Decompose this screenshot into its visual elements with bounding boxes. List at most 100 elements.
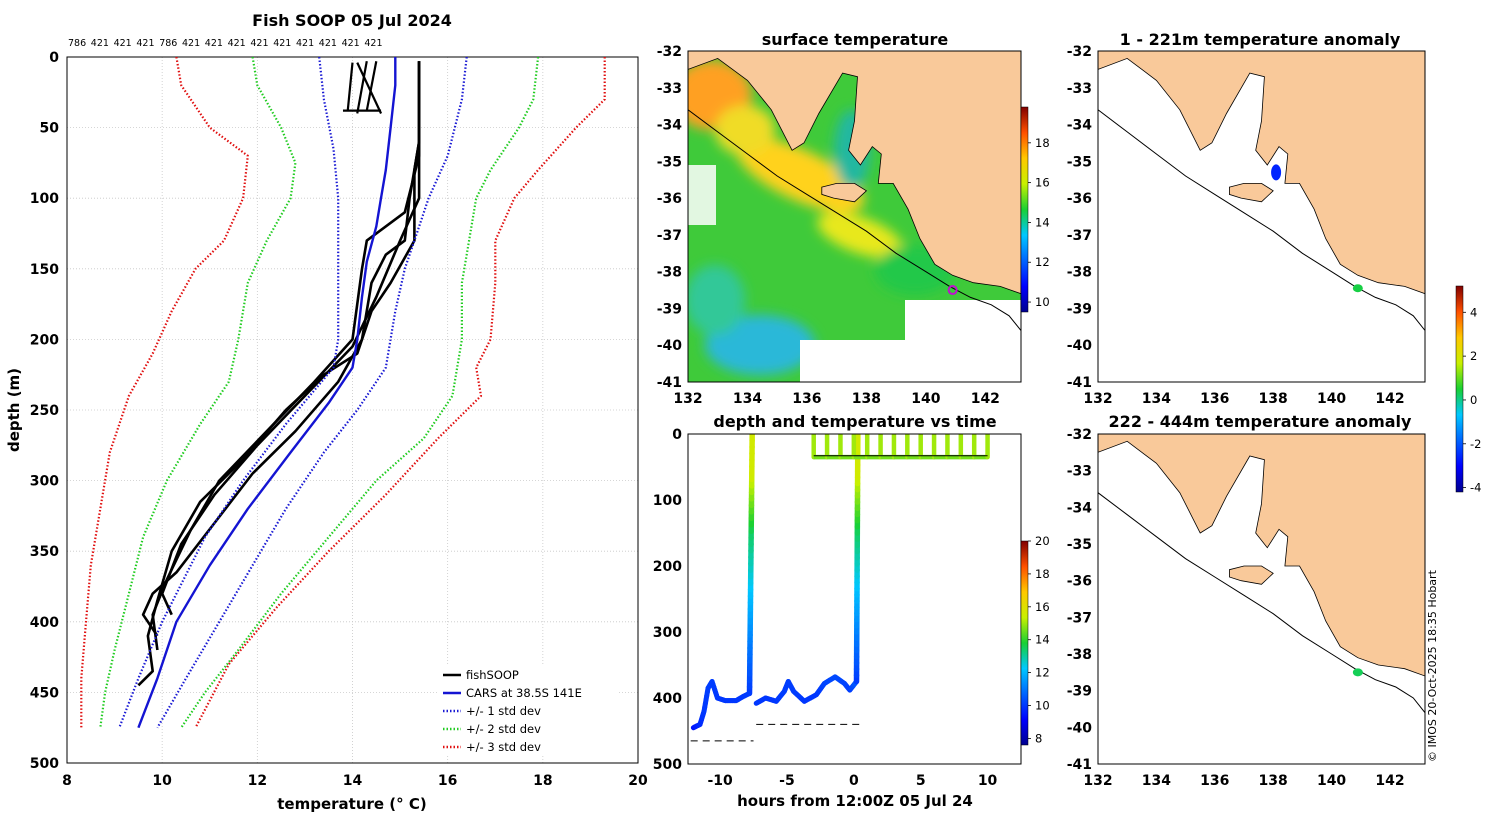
profile-count-labels: 786 421 421 421 786 421 421 421 421 421 421 421 421 4… (68, 38, 383, 49)
sst-map-content (688, 51, 1021, 382)
timeseries-xtick-label: 5 (916, 773, 926, 789)
legend-label-std1: +/- 1 std dev (466, 704, 541, 718)
legend-box (438, 664, 618, 756)
profile-xtick-label: 16 (438, 773, 457, 789)
a1-anomaly-point (1271, 164, 1282, 181)
sst-colorbar: 10 12 14 16 18 (1020, 106, 1050, 313)
watermark: © IMOS 20-Oct-2025 18:35 Hobart (1426, 569, 1439, 762)
sst-colorbar-tick-label: 12 (1035, 255, 1050, 269)
profile-series-std2 (99, 57, 297, 728)
sst-ytick-label: -36 (657, 191, 682, 207)
profile-ytick-label: 300 (30, 474, 59, 490)
sst-warm-patch-mid (817, 212, 903, 258)
anomaly1-points (1271, 164, 1363, 293)
profile-tick-labels: 8 10 12 14 16 18 20050100150200250300350400450… (30, 50, 648, 789)
timeseries-colorbar-tick-label: 8 (1035, 731, 1042, 745)
a2-ytick-label: -35 (1067, 537, 1092, 553)
profile-ytick-label: 100 (30, 191, 59, 207)
anomaly-colorbar-tick-label: 2 (1470, 349, 1477, 363)
anomaly2-contour-line (1098, 492, 1425, 714)
profile-ytick-label: 500 (30, 756, 59, 772)
profile-ytick-label: 250 (30, 403, 59, 419)
a1-anomaly-point (1352, 284, 1363, 293)
profile-series-fish (151, 61, 421, 651)
timeseries-xtick-label: -10 (707, 773, 733, 789)
profile-series-fish (137, 61, 421, 687)
a2-xtick-label: 136 (1200, 773, 1229, 789)
anomaly2-land (1098, 434, 1425, 677)
legend-label-std3: +/- 3 std dev (466, 740, 541, 754)
profile-series-fish-surface (356, 62, 383, 114)
a1-xtick-label: 132 (1083, 391, 1112, 407)
timeseries-ytick-label: 300 (653, 625, 682, 641)
sst-xtick-label: 134 (733, 391, 762, 407)
sst-colorbar-tick-label: 16 (1035, 176, 1050, 190)
profile-xtick-label: 18 (533, 773, 552, 789)
sst-mainland (688, 51, 1021, 295)
timeseries-colorbar-tick-label: 10 (1035, 699, 1050, 713)
a2-ytick-label: -37 (1067, 610, 1092, 626)
profile-count-label: 421 (228, 38, 246, 49)
profile-series-std3 (194, 57, 606, 729)
a1-kangaroo-island (1229, 183, 1274, 203)
anomaly-colorbar-bar (1455, 285, 1464, 493)
profile-ytick-label: 400 (30, 615, 59, 631)
profile-panel: Fish SOOP 05 Jul 2024 786 421 421 421 786 421… (5, 11, 648, 813)
a2-ytick-label: -32 (1067, 427, 1092, 443)
profile-count-label: 421 (342, 38, 360, 49)
profile-xtick-label: 8 (62, 773, 72, 789)
sst-cloud-southeast (905, 300, 1021, 382)
timeseries-colorbar-tick-label: 16 (1035, 600, 1050, 614)
a2-xtick-label: 132 (1083, 773, 1112, 789)
a2-kangaroo-island (1229, 565, 1274, 585)
a1-xtick-label: 134 (1142, 391, 1171, 407)
timeseries-ytick-label: 500 (653, 757, 682, 773)
profile-series-fish-surface (346, 62, 354, 111)
profile-ytick-label: 200 (30, 332, 59, 348)
sst-colorbar-tick-label: 10 (1035, 295, 1050, 309)
sst-colorbar-tick-label: 14 (1035, 215, 1050, 229)
timeseries-ytick-label: 100 (653, 493, 682, 509)
profile-count-label: 421 (250, 38, 268, 49)
sst-cool-patch-sw (688, 265, 745, 335)
anomaly-colorbar-tick-label: 4 (1470, 305, 1477, 319)
profile-count-label: 421 (205, 38, 223, 49)
timeseries-xtick-label: -5 (779, 773, 795, 789)
anomaly1-frame (1097, 50, 1426, 383)
sst-cool-patch-south (705, 315, 815, 375)
anomaly-colorbar-tick-label: -2 (1470, 437, 1481, 451)
profile-count-label: 421 (182, 38, 200, 49)
profile-grid (67, 57, 638, 763)
profile-ytick-label: 350 (30, 544, 59, 560)
profile-ytick-label: 50 (40, 121, 60, 137)
timeseries-xlabel: hours from 12:00Z 05 Jul 24 (737, 792, 973, 810)
timeseries-xtick-label: 0 (849, 773, 859, 789)
sst-ytick-label: -34 (657, 118, 683, 134)
a1-mainland (1098, 51, 1425, 295)
profile-xtick-label: 20 (628, 773, 648, 789)
a1-ytick-label: -36 (1067, 191, 1092, 207)
profile-series-std3 (80, 57, 249, 728)
profile-count-label: 421 (273, 38, 291, 49)
a2-ytick-label: -33 (1067, 464, 1092, 480)
profile-series-fish (141, 61, 421, 637)
sst-ytick-label: -39 (657, 301, 682, 317)
a1-xtick-label: 142 (1375, 391, 1404, 407)
anomaly2-panel: 222 - 444m temperature anomaly 132 134 136… (1067, 412, 1426, 789)
anomaly1-tick-labels: 132 134 136 138 140 142 -32 -33 -34 -35 -36 -37 -38 -… (1067, 44, 1405, 407)
anomaly1-map-content (1098, 51, 1425, 382)
a2-mainland (1098, 434, 1425, 677)
a2-ytick-label: -41 (1067, 757, 1092, 773)
a1-ytick-label: -34 (1067, 118, 1093, 134)
sst-ytick-label: -40 (657, 338, 683, 354)
timeseries-title: depth and temperature vs time (713, 412, 996, 431)
sst-colorbar-bar (1020, 106, 1029, 313)
sst-contour-line (688, 109, 1021, 331)
profile-xtick-label: 10 (152, 773, 172, 789)
sst-location-marker (947, 285, 958, 296)
profile-legend: fishSOOP CARS at 38.5S 141E +/- 1 std de… (438, 664, 618, 756)
profile-count-label: 786 (68, 38, 86, 49)
profile-xtick-label: 14 (343, 773, 363, 789)
sst-xtick-label: 132 (673, 391, 702, 407)
